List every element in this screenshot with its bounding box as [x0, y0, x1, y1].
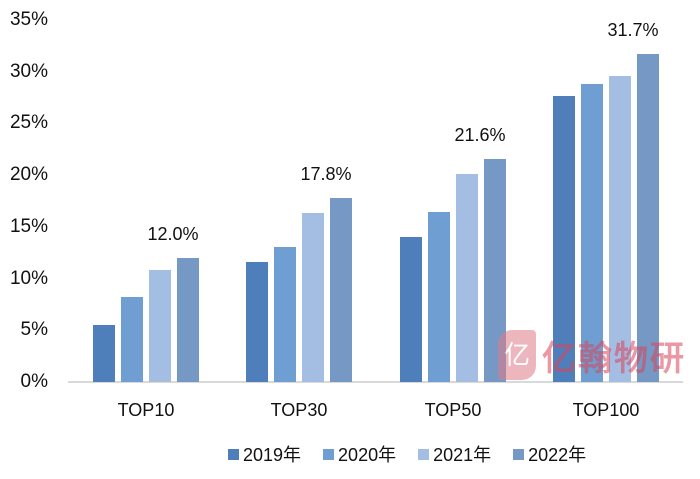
bar-top30-2020	[274, 246, 296, 382]
y-tick-label: 30%	[9, 60, 48, 82]
legend-item: 2020年	[323, 441, 396, 467]
x-axis-line	[68, 381, 683, 383]
data-label: 17.8%	[300, 163, 352, 184]
bar-top30-2019	[246, 262, 268, 382]
legend-item: 2021年	[418, 441, 491, 467]
legend-swatch-icon	[513, 448, 525, 460]
legend: 2019年 2020年 2021年 2022年	[228, 441, 586, 467]
y-tick-label: 0%	[20, 371, 48, 392]
bar-top10-2021	[149, 270, 171, 382]
y-tick-label: 35%	[9, 9, 48, 30]
x-tick-label: TOP30	[270, 400, 328, 420]
bar-top10-2020	[121, 297, 143, 382]
x-tick-label: TOP50	[424, 400, 482, 420]
legend-label: 2019年	[243, 445, 302, 465]
legend-label: 2021年	[433, 445, 492, 465]
legend-swatch-icon	[323, 448, 335, 460]
watermark-logo-icon: 亿	[498, 330, 536, 380]
watermark-text: 亿翰物研	[542, 338, 686, 379]
data-label: 31.7%	[607, 20, 659, 41]
bar-top100-2021	[609, 75, 631, 382]
legend-item: 2022年	[513, 441, 586, 467]
bar-top100-2022	[637, 54, 659, 382]
watermark: 亿 亿翰物研	[498, 330, 686, 380]
legend-label: 2020年	[338, 445, 397, 465]
bar-top10-2019	[93, 325, 115, 382]
data-label: 12.0%	[147, 223, 199, 244]
legend-swatch-icon	[418, 448, 430, 460]
bar-top50-2022	[484, 158, 506, 382]
bar-top50-2021	[456, 174, 478, 382]
bar-top50-2020	[428, 212, 450, 382]
legend-swatch-icon	[228, 448, 239, 460]
y-tick-label: 25%	[9, 112, 48, 134]
bar-top10-2022	[177, 257, 199, 382]
data-label: 21.6%	[454, 124, 506, 145]
bar-top30-2022	[330, 197, 352, 382]
x-tick-label: TOP100	[572, 400, 640, 420]
bar-top100-2020	[581, 84, 603, 382]
legend-label: 2022年	[528, 445, 587, 465]
y-tick-label: 10%	[9, 267, 48, 289]
y-tick-label: 20%	[9, 164, 48, 186]
y-tick-label: 5%	[20, 319, 48, 341]
y-tick-label: 15%	[9, 215, 48, 237]
legend-item: 2019年	[228, 441, 301, 467]
x-tick-label: TOP10	[117, 400, 175, 420]
bar-top100-2019	[553, 95, 575, 382]
bar-top30-2021	[302, 213, 324, 382]
bar-top50-2019	[400, 237, 422, 382]
